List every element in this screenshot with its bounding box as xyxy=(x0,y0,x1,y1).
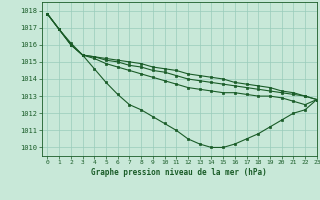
X-axis label: Graphe pression niveau de la mer (hPa): Graphe pression niveau de la mer (hPa) xyxy=(91,168,267,177)
